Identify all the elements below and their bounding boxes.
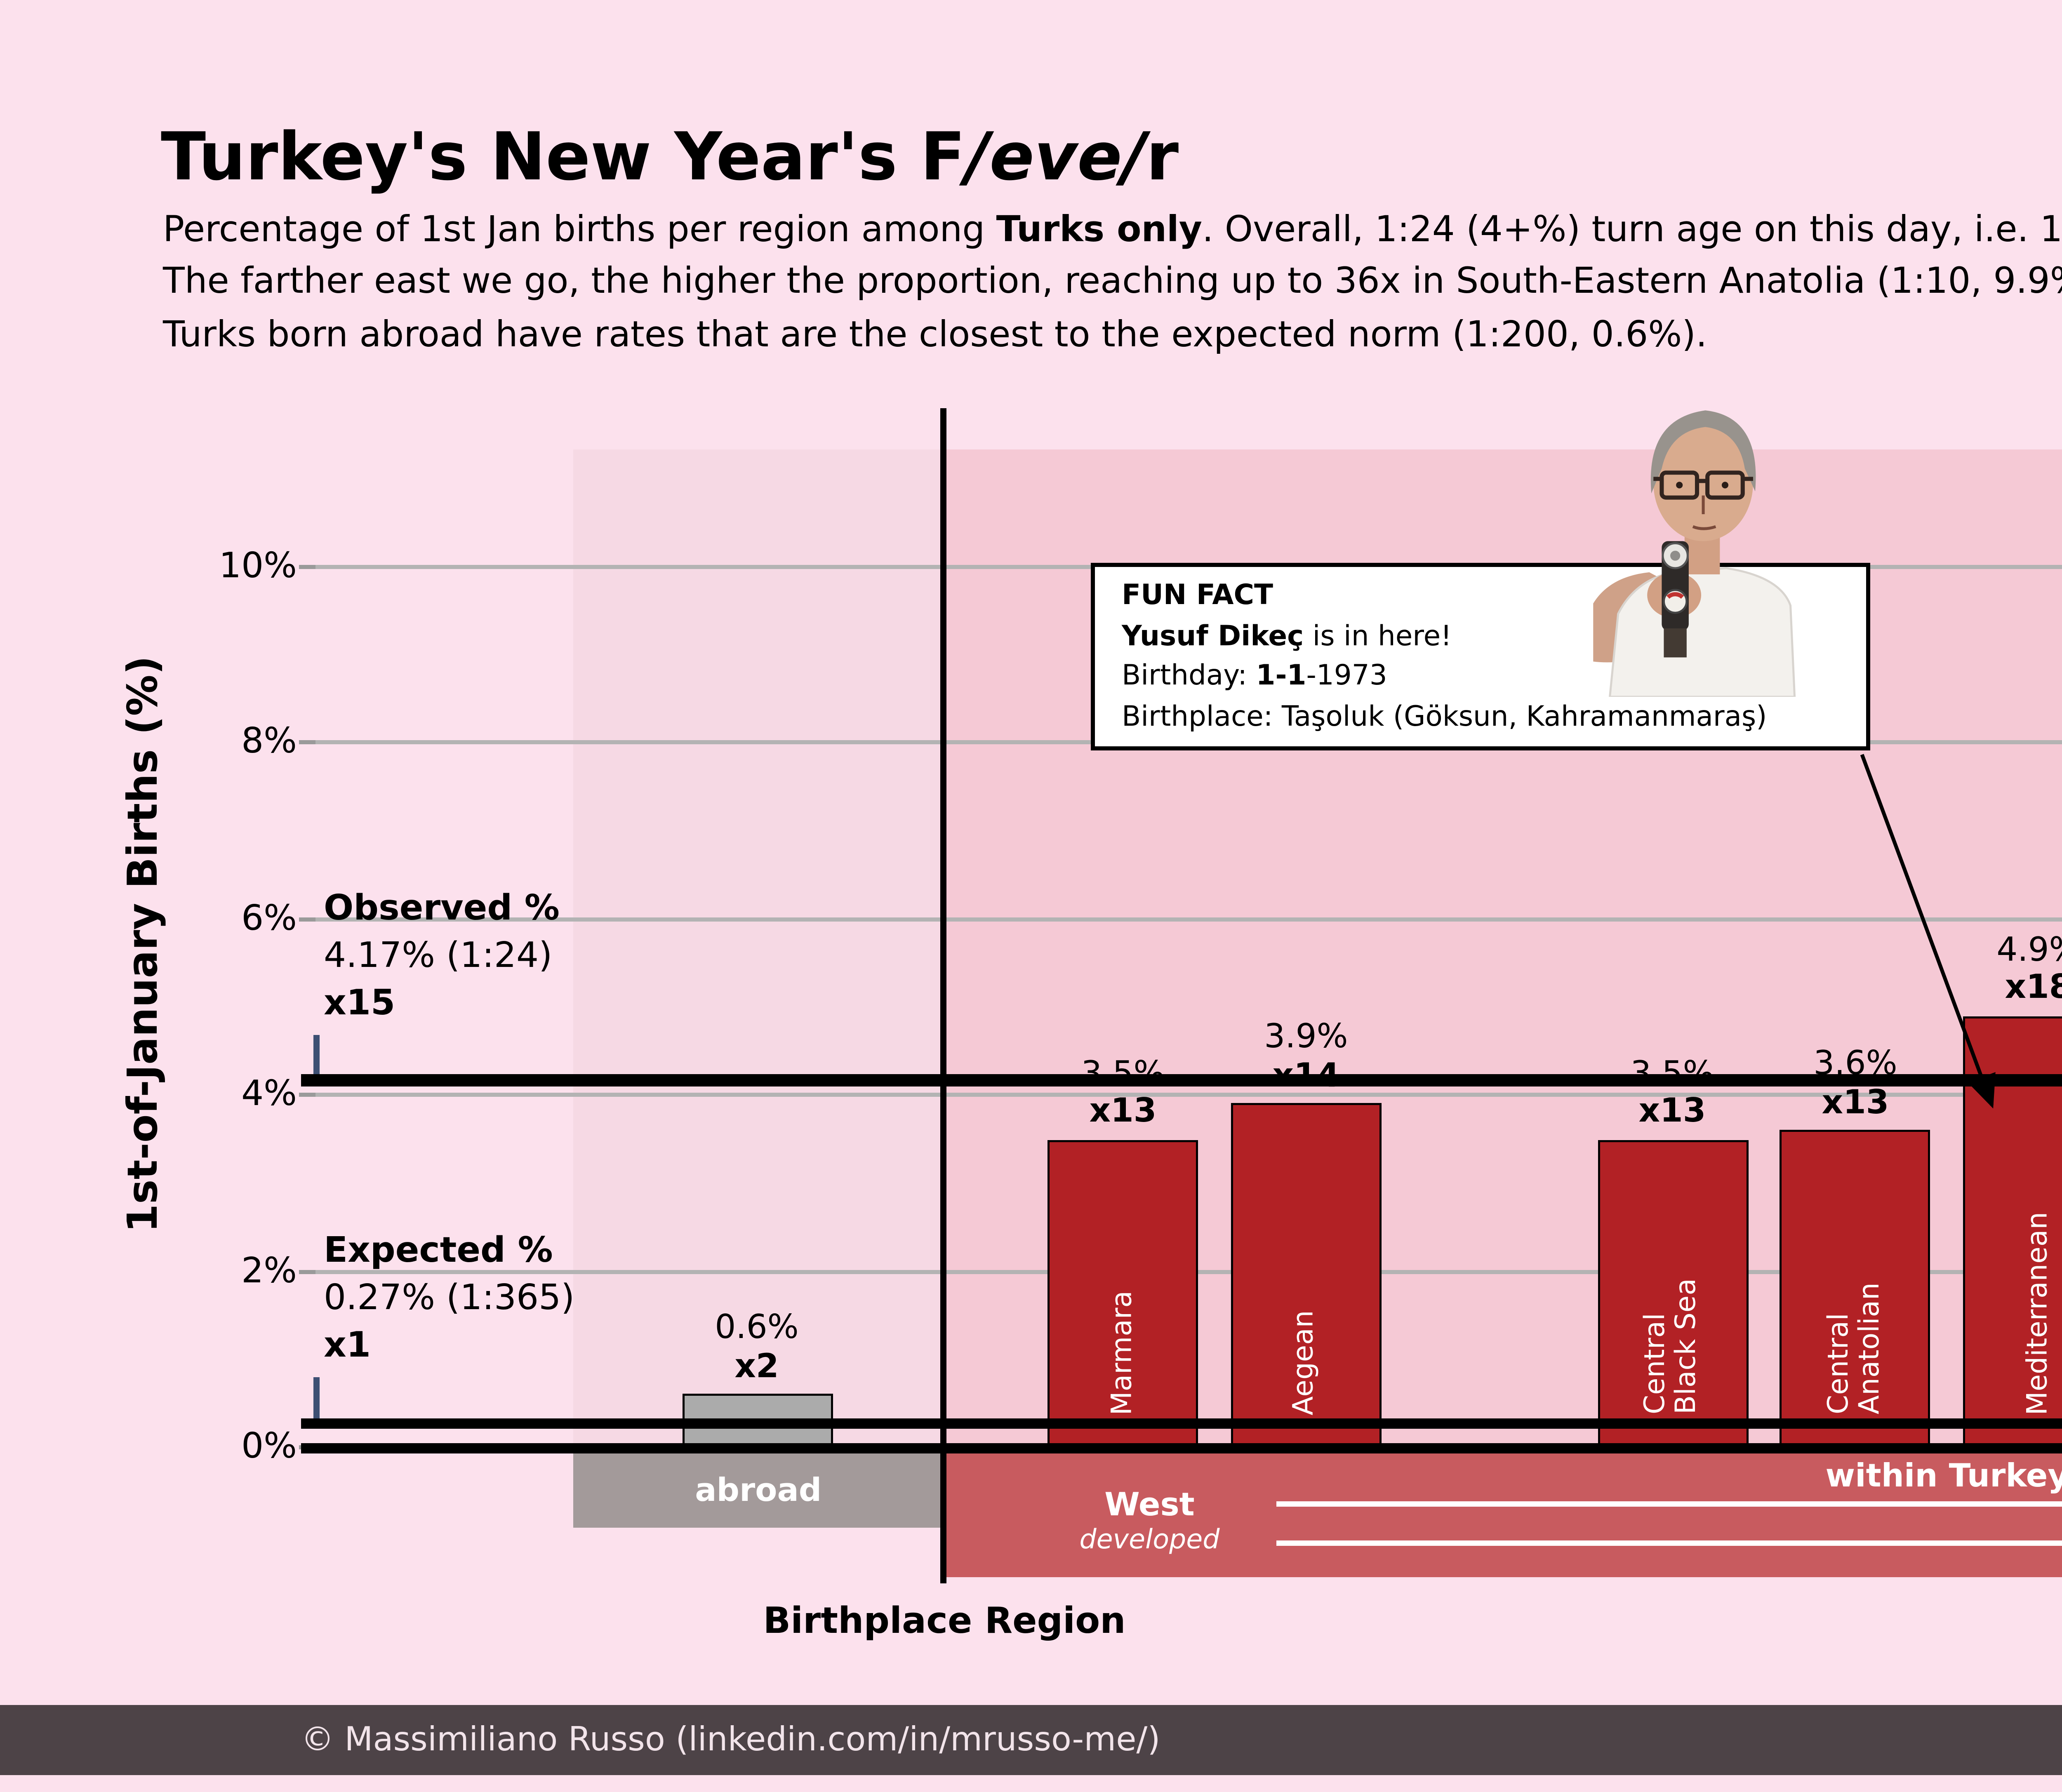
y-tick-mark-8% — [299, 741, 315, 745]
abroad-turkey-divider-line — [941, 408, 946, 1583]
fun-fact-title: FUN FACT — [1122, 579, 1273, 612]
y-tick-label-2%: 2% — [241, 1250, 297, 1292]
expected-value: 0.27% (1:365) — [324, 1278, 575, 1319]
eye-right — [1721, 482, 1729, 489]
expected-multiplier: x1 — [324, 1326, 371, 1367]
shirt — [1609, 567, 1796, 697]
y-axis-title: 1st-of-January Births (%) — [118, 656, 167, 1233]
title-italic-segment: /eve/ — [965, 118, 1146, 196]
pistol-grip — [1664, 628, 1687, 658]
gray-hair — [1650, 410, 1756, 494]
fun-fact-birthplace: Birthplace: Taşoluk (Göksun, Kahramanmar… — [1122, 700, 1767, 733]
observed-annotation: Observed % 4.17% (1:24) x15 — [324, 887, 560, 1029]
expected-rate-line — [301, 1418, 2062, 1429]
y-tick-mark-6% — [299, 917, 315, 921]
nose-mouth — [1692, 495, 1716, 530]
x-axis-title: Birthplace Region — [763, 1602, 1126, 1643]
observed-value: 4.17% (1:24) — [324, 936, 553, 977]
y-tick-label-6%: 6% — [241, 898, 297, 940]
bar-label-mediterranean: Mediterranean — [2021, 1211, 2054, 1414]
bar-value-mediterranean: 4.9%x18 — [1996, 929, 2062, 1007]
pistol-bore — [1670, 550, 1681, 561]
bar-aegean — [1231, 1104, 1382, 1447]
west-east-arrows — [1275, 1500, 2062, 1545]
bar-central-anatolian — [1780, 1130, 1931, 1447]
expected-annotation: Expected % 0.27% (1:365) x1 — [324, 1229, 574, 1371]
fun-fact-birthday: Birthday: 1-1-1973 — [1122, 660, 1387, 693]
bar-value-marmara: 3.5% x13 — [1081, 1052, 1165, 1130]
within-turkey-label: within Turkey — [1825, 1456, 2062, 1494]
observed-rate-line — [301, 1074, 2062, 1086]
glasses — [1653, 470, 1753, 500]
eye-left — [1676, 482, 1683, 489]
expected-marker-tick — [313, 1377, 319, 1418]
fun-fact-person: Yusuf Dikeç is in here! — [1122, 619, 1452, 653]
y-tick-label-10%: 10% — [219, 546, 297, 588]
y-tick-label-0%: 0% — [241, 1427, 297, 1468]
plot-band-abroad — [573, 449, 944, 1447]
observed-multiplier: x15 — [324, 983, 395, 1025]
observed-marker-tick — [313, 1035, 319, 1074]
gridline-6pct — [313, 917, 2062, 921]
west-sublabel: developed — [1079, 1524, 1220, 1556]
y-tick-label-8%: 8% — [241, 722, 297, 764]
subtitle-line-1: Percentage of 1st Jan births per region … — [163, 210, 2062, 252]
bar-value-central-anatolian: 3.6% x13 — [1813, 1044, 1897, 1121]
page-title: Turkey's New Year's F/eve/r — [161, 118, 1179, 196]
observed-label: Observed % — [324, 889, 560, 930]
subtitle-line-2: The farther east we go, the higher the p… — [163, 262, 2062, 304]
abroad-band: abroad — [573, 1452, 944, 1528]
bar-value-abroad: 0.6% x2 — [715, 1308, 799, 1385]
copyright-text: © Massimiliano Russo (linkedin.com/in/mr… — [301, 1719, 1160, 1759]
bar-value-central-black-sea: 3.5% x13 — [1630, 1052, 1714, 1130]
bar-central-black-sea — [1597, 1139, 1748, 1447]
bar-value-aegean: 3.9% x14 — [1264, 1017, 1348, 1095]
gridline-4pct — [313, 1093, 2062, 1097]
y-tick-mark-10% — [299, 565, 315, 569]
pistol-dial-arc — [1666, 592, 1684, 599]
y-tick-label-4%: 4% — [241, 1074, 297, 1116]
subtitle: Percentage of 1st Jan births per region … — [163, 206, 2062, 362]
yusuf-dikec-photo — [1593, 410, 1796, 697]
y-tick-mark-2% — [299, 1269, 315, 1273]
face — [1653, 425, 1753, 541]
west-label: West — [1104, 1485, 1195, 1523]
y-tick-mark-4% — [299, 1093, 315, 1097]
within-turkey-band: within Turkey West developed East rural — [943, 1452, 2062, 1577]
x-axis-line — [301, 1442, 2062, 1453]
subtitle-line-3: Turks born abroad have rates that are th… — [163, 314, 1707, 356]
footer-bar: © Massimiliano Russo (linkedin.com/in/mr… — [0, 1705, 2062, 1775]
expected-label: Expected % — [324, 1231, 553, 1272]
